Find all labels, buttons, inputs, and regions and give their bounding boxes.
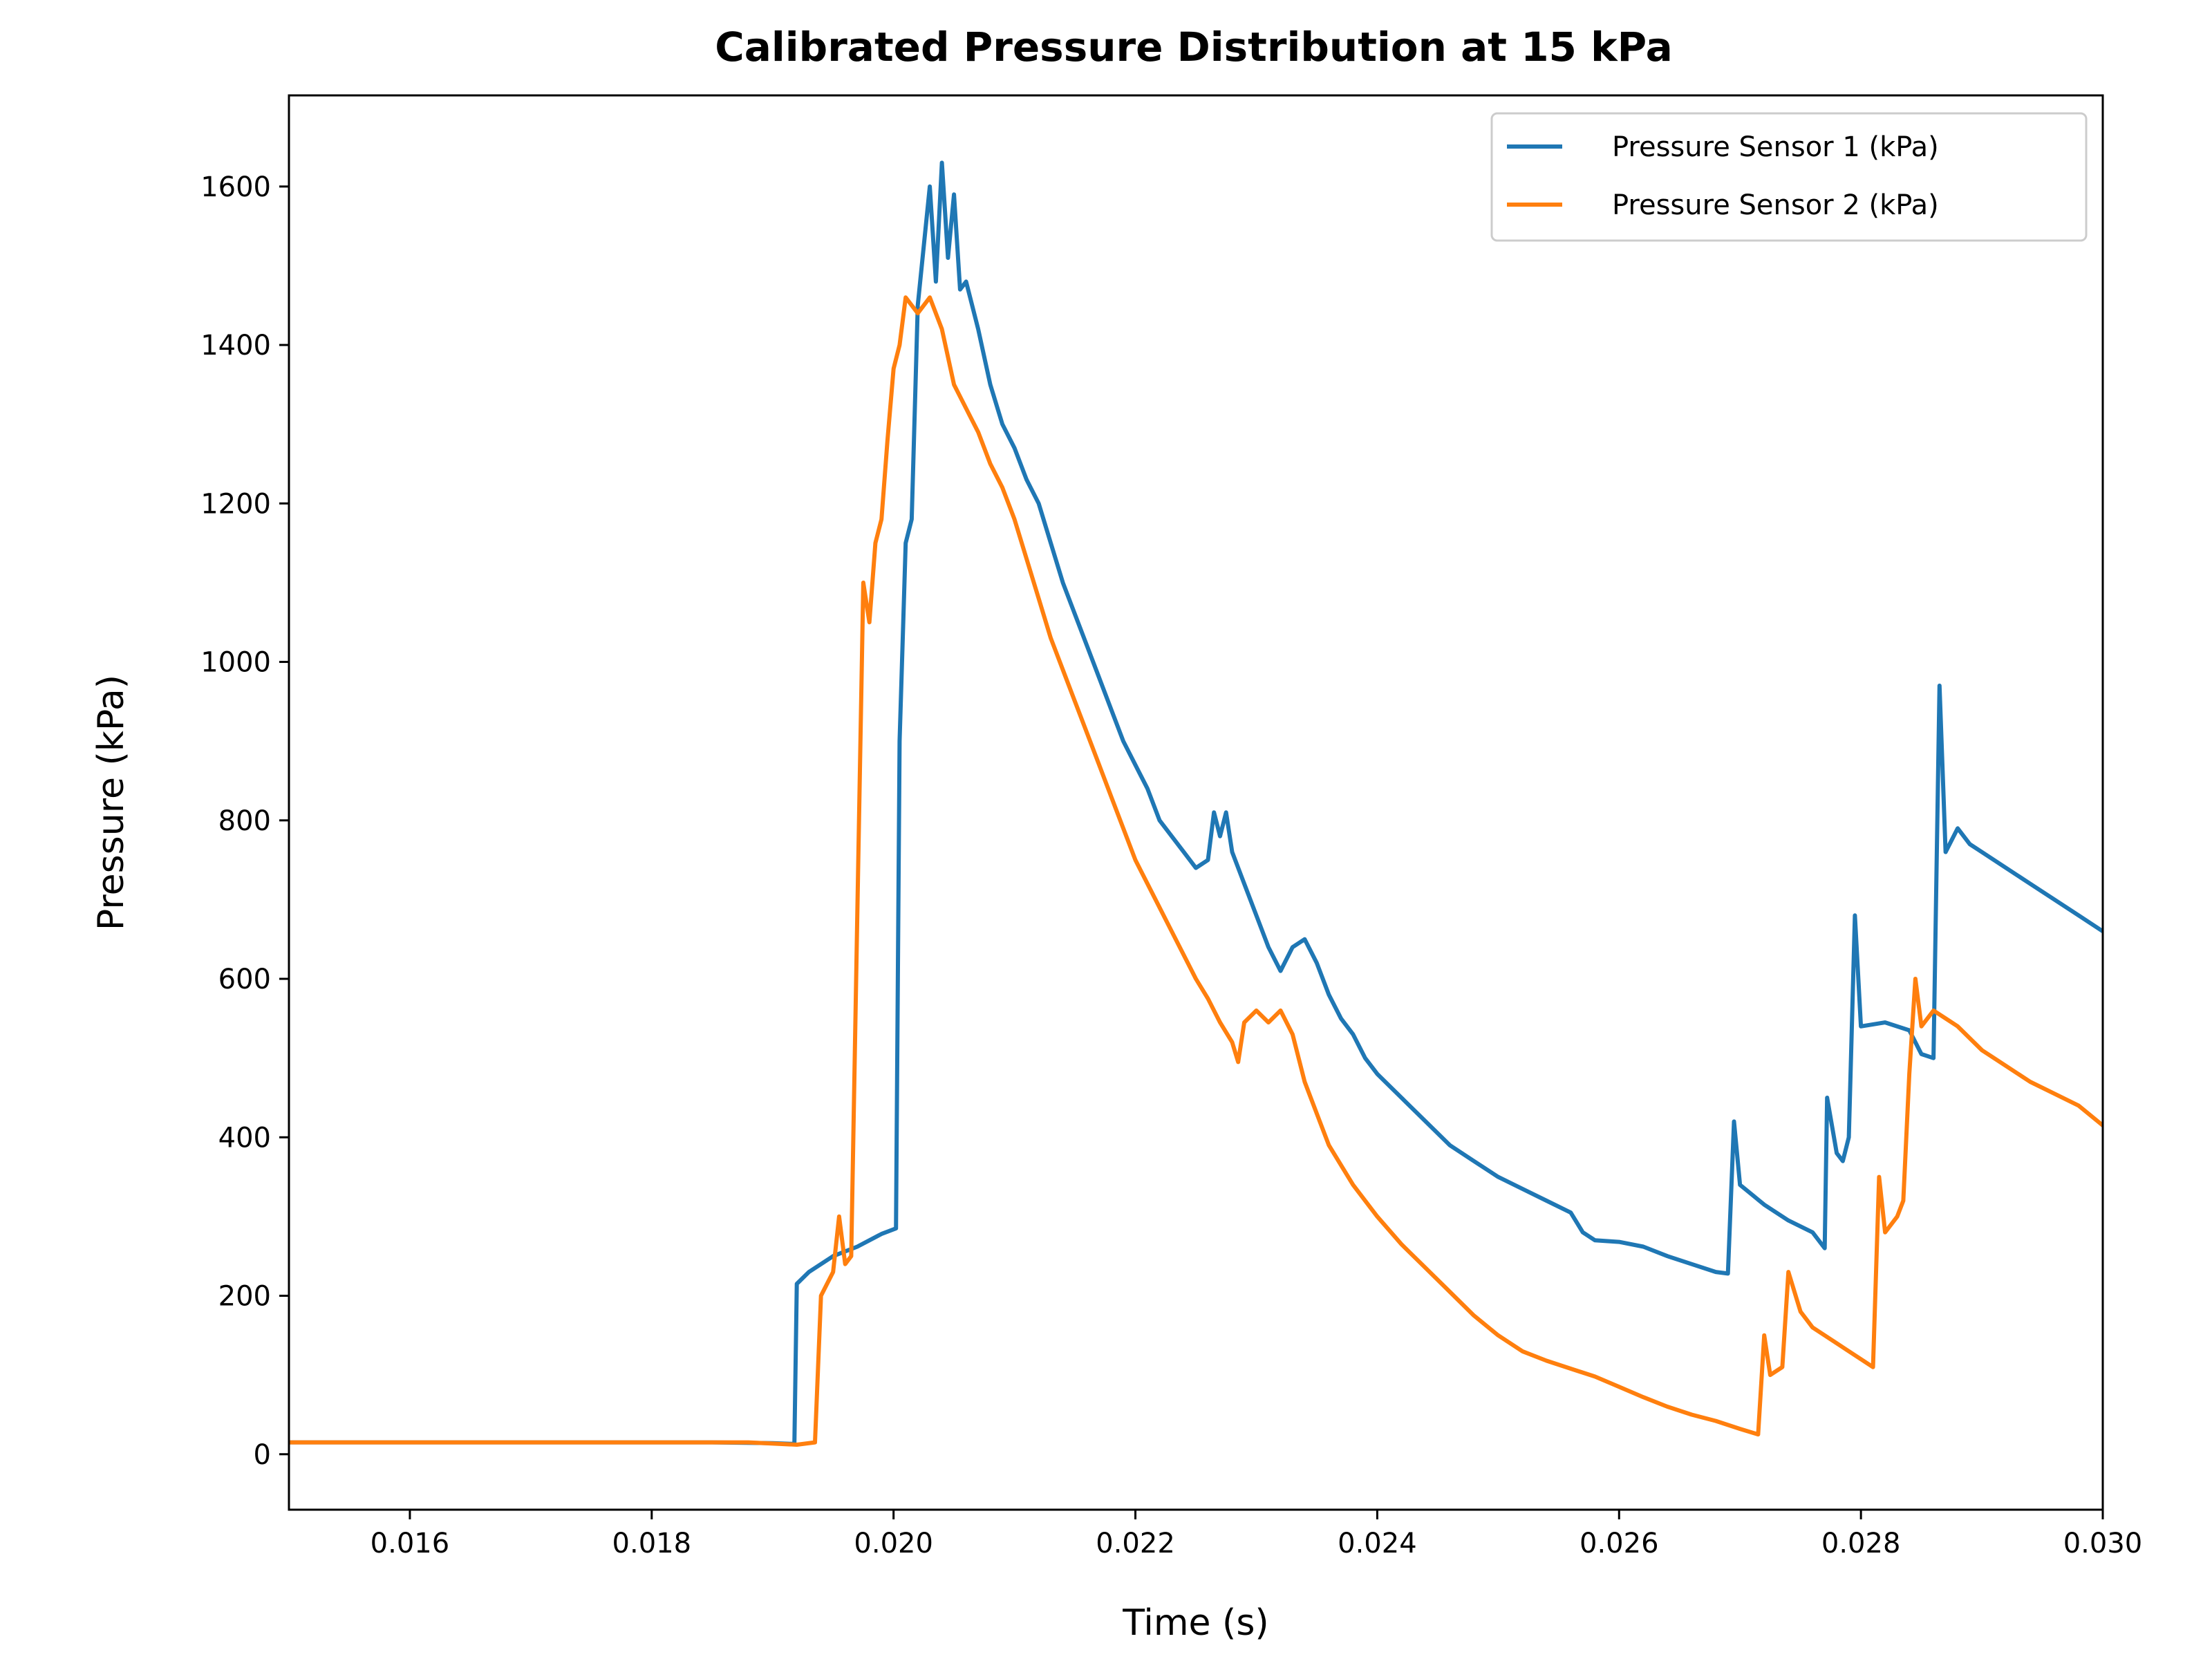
x-tick-label: 0.030 — [2063, 1528, 2143, 1559]
legend: Pressure Sensor 1 (kPa) Pressure Sensor 2… — [1490, 112, 2088, 242]
y-axis: 0 200 400 600 800 1000 1200 1400 1600 — [200, 171, 289, 1471]
x-tick-label: 0.018 — [612, 1528, 692, 1559]
plot-frame — [288, 94, 2104, 1511]
x-tick-label: 0.028 — [1821, 1528, 1901, 1559]
series-line-1 — [289, 160, 2103, 1446]
x-tick-label: 0.022 — [1096, 1528, 1175, 1559]
x-tick-label: 0.016 — [371, 1528, 450, 1559]
y-tick-label: 1200 — [200, 488, 271, 520]
y-tick-label: 1000 — [200, 647, 271, 679]
y-tick-label: 0 — [254, 1439, 271, 1471]
x-axis: 0.016 0.018 0.020 0.022 0.024 0.026 0.028 0.030 — [371, 1510, 2143, 1559]
y-tick-label: 1400 — [200, 330, 271, 362]
x-tick-label: 0.020 — [854, 1528, 933, 1559]
legend-label-2: Pressure Sensor 2 (kPa) — [1612, 189, 1939, 221]
x-tick-label: 0.026 — [1580, 1528, 1659, 1559]
series-line-2 — [289, 295, 2103, 1447]
y-tick-label: 600 — [218, 964, 271, 995]
y-tick-label: 200 — [218, 1281, 271, 1313]
x-tick-label: 0.024 — [1338, 1528, 1417, 1559]
chart-title: Calibrated Pressure Distribution at 15 k… — [715, 24, 1673, 71]
x-axis-label: Time (s) — [1122, 1602, 1268, 1644]
y-axis-label: Pressure (kPa) — [91, 675, 132, 930]
y-tick-label: 800 — [218, 805, 271, 837]
y-tick-label: 1600 — [200, 171, 271, 203]
y-tick-label: 400 — [218, 1122, 271, 1154]
legend-box — [1490, 112, 2088, 242]
plot-content — [289, 160, 2103, 1447]
legend-label-1: Pressure Sensor 1 (kPa) — [1612, 131, 1939, 163]
